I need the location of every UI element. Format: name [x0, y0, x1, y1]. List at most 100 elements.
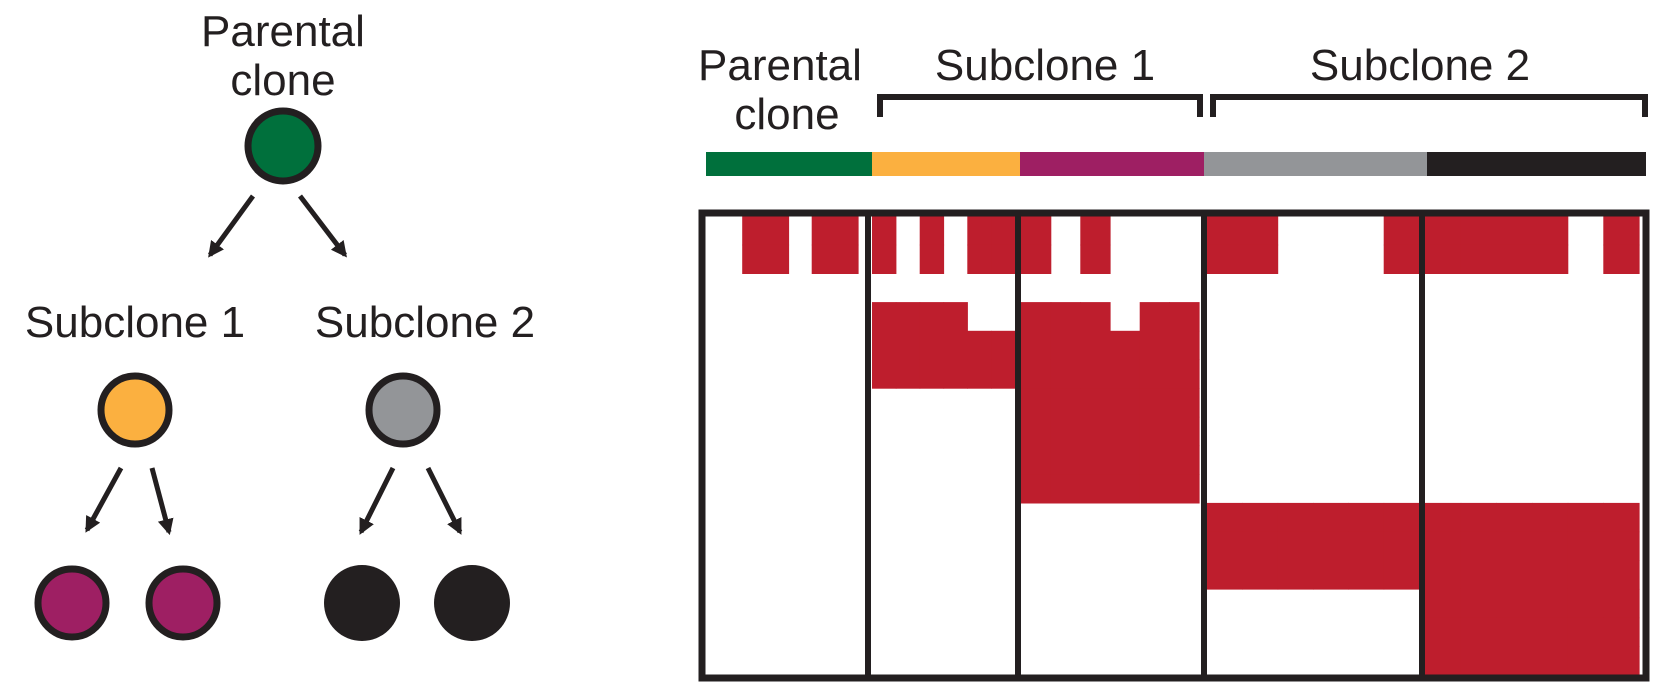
- subclone2-node: [365, 372, 441, 448]
- mutation-cell: [1532, 502, 1569, 533]
- mutation-cell: [1567, 646, 1604, 676]
- mutation-cell: [1021, 216, 1052, 246]
- mutation-cell: [1080, 388, 1111, 418]
- color-bar-subclone2: [1204, 152, 1427, 176]
- mutation-cell: [1169, 416, 1200, 447]
- arrow-to-subclone2: [298, 194, 347, 258]
- mutation-cell: [1460, 502, 1497, 533]
- mutation-cell: [1460, 216, 1497, 246]
- mutation-cell: [1169, 388, 1200, 418]
- mutation-cell: [1603, 531, 1640, 561]
- mutation-cell: [991, 359, 1016, 389]
- mutation-cell: [1425, 531, 1462, 561]
- mutation-cell: [967, 216, 992, 246]
- mutation-cell: [919, 359, 945, 389]
- mutation-cell: [834, 216, 859, 246]
- subclone1-child-a-node: [34, 565, 110, 641]
- mutation-cell: [1567, 588, 1604, 619]
- mutation-cell: [1050, 302, 1081, 332]
- mutation-cell: [1496, 560, 1533, 590]
- mutation-cell: [1169, 445, 1200, 475]
- mutation-cell: [1207, 502, 1243, 533]
- mutation-cell: [1169, 474, 1200, 504]
- mutation-cell: [1021, 330, 1052, 361]
- mutation-cell: [1383, 531, 1420, 561]
- mutation-cell: [1603, 646, 1640, 676]
- mutation-matrix-frame: [698, 209, 1650, 682]
- mutation-cell: [1603, 588, 1640, 619]
- mutation-cell: [919, 244, 945, 274]
- mutation-cell: [1496, 531, 1533, 561]
- header-subclone2-label: Subclone 2: [1310, 41, 1530, 90]
- mutation-cell: [1139, 359, 1170, 389]
- mutation-cell: [1603, 502, 1640, 533]
- mutation-cell: [1169, 302, 1200, 332]
- mutation-cell: [1050, 474, 1081, 504]
- mutation-cell: [1110, 445, 1141, 475]
- mutation-cell: [1460, 588, 1497, 619]
- mutation-cell: [1460, 531, 1497, 561]
- mutation-cell: [1169, 330, 1200, 361]
- mutation-cell: [742, 216, 766, 246]
- mutation-matrix-cells: [742, 216, 1640, 676]
- mutation-cell: [1425, 617, 1462, 647]
- tree-subclone1-label: Subclone 1: [25, 298, 245, 347]
- mutation-cell: [895, 302, 921, 332]
- mutation-cell: [1425, 646, 1462, 676]
- mutation-cell: [943, 359, 968, 389]
- mutation-cell: [919, 216, 945, 246]
- mutation-cell: [1207, 560, 1243, 590]
- mutation-cell: [1080, 302, 1111, 332]
- arrow-subclone2-to-child-a: [358, 466, 396, 535]
- mutation-cell: [1603, 560, 1640, 590]
- mutation-cell: [1496, 244, 1533, 274]
- mutation-cell: [1603, 617, 1640, 647]
- color-bar-subclone1-child: [1020, 152, 1204, 176]
- mutation-cell: [1567, 531, 1604, 561]
- mutation-cell: [1313, 560, 1349, 590]
- arrow-subclone1-to-child-b: [149, 467, 174, 536]
- mutation-cell: [991, 244, 1016, 274]
- mutation-cell: [872, 216, 897, 246]
- subclone1-child-b-node: [145, 565, 221, 641]
- mutation-cell: [1021, 359, 1052, 389]
- arrow-subclone1-to-child-a: [84, 466, 124, 533]
- mutation-cell: [1050, 416, 1081, 447]
- mutation-cell: [1080, 330, 1111, 361]
- mutation-cell: [811, 216, 836, 246]
- mutation-cell: [1242, 502, 1279, 533]
- mutation-cell: [765, 216, 790, 246]
- mutation-cell: [967, 244, 992, 274]
- mutation-cell: [1139, 416, 1170, 447]
- mutation-cell: [1207, 244, 1243, 274]
- mutation-cell: [1050, 359, 1081, 389]
- mutation-cell: [872, 359, 897, 389]
- mutation-cell: [1207, 216, 1243, 246]
- mutation-cell: [1110, 388, 1141, 418]
- mutation-cell: [811, 244, 836, 274]
- mutation-cell: [1242, 216, 1279, 246]
- mutation-cell: [895, 359, 921, 389]
- color-bar-subclone2-child: [1427, 152, 1646, 176]
- mutation-cell: [943, 330, 968, 361]
- matrix-header: Parental clone Subclone 1 Subclone 2: [698, 41, 1648, 176]
- mutation-cell: [1169, 359, 1200, 389]
- arrow-subclone2-to-child-b: [425, 466, 463, 535]
- mutation-cell: [1080, 216, 1111, 246]
- mutation-cell: [1496, 502, 1533, 533]
- mutation-cell: [1021, 302, 1052, 332]
- mutation-cell: [967, 330, 992, 361]
- color-bar-parental: [706, 152, 872, 176]
- mutation-cell: [1021, 388, 1052, 418]
- mutation-cell: [1021, 474, 1052, 504]
- mutation-cell: [1050, 388, 1081, 418]
- mutation-cell: [1080, 445, 1111, 475]
- mutation-cell: [872, 244, 897, 274]
- mutation-cell: [1139, 302, 1170, 332]
- mutation-cell: [765, 244, 790, 274]
- mutation-cell: [872, 302, 897, 332]
- mutation-cell: [1080, 359, 1111, 389]
- mutation-cell: [1567, 560, 1604, 590]
- mutation-cell: [1139, 445, 1170, 475]
